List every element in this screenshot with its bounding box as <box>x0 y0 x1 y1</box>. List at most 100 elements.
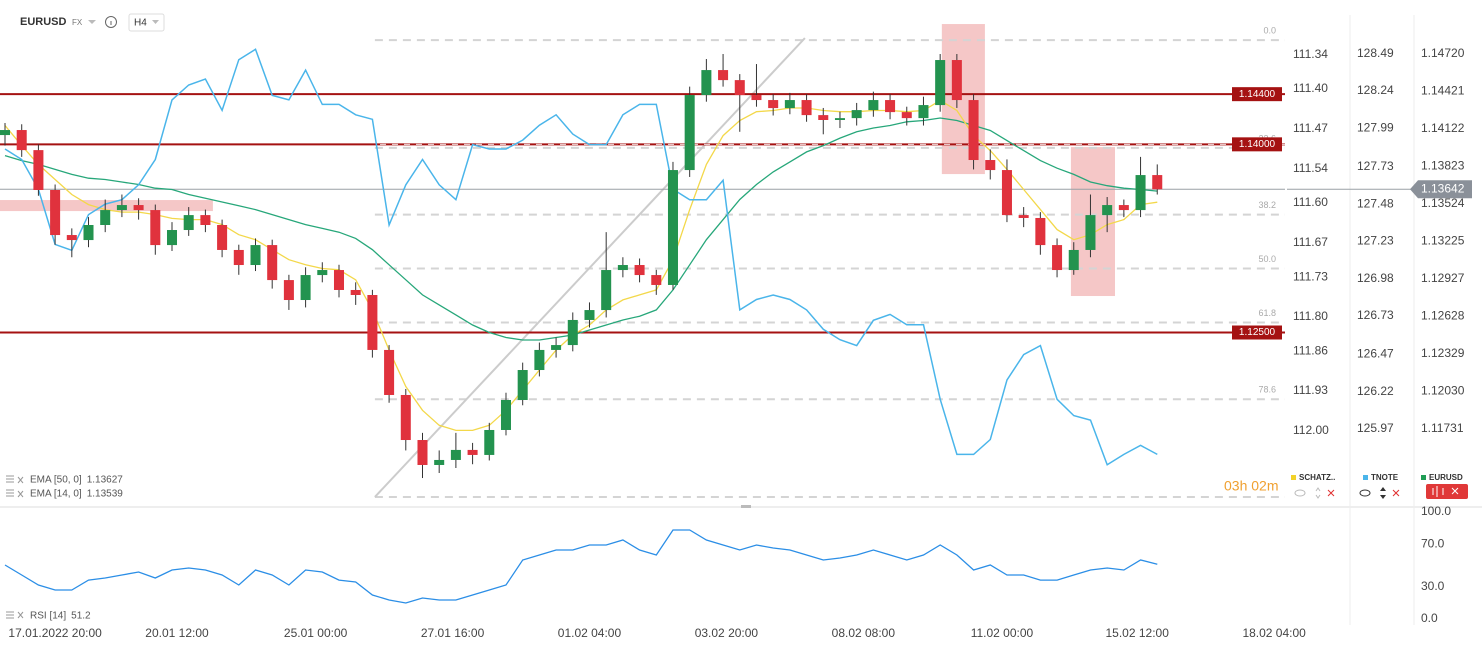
candle-body <box>1118 205 1129 211</box>
y-tick-label: 1.14720 <box>1421 46 1465 60</box>
y-tick-label: 111.54 <box>1293 161 1328 175</box>
candle-body <box>1135 175 1146 211</box>
y-tick-label: 125.97 <box>1357 421 1394 435</box>
ema-value: 1.13539 <box>87 489 124 500</box>
x-tick-label: 18.02 04:00 <box>1242 626 1306 640</box>
eye-icon[interactable] <box>1359 489 1371 497</box>
x-tick-label: 08.02 08:00 <box>832 626 896 640</box>
market: FX <box>72 18 83 27</box>
x-tick-label: 01.02 04:00 <box>558 626 622 640</box>
ema-name: EMA [50, 0] <box>30 475 82 486</box>
rsi-icons <box>6 611 24 619</box>
rsi-tick-label: 70.0 <box>1421 536 1445 550</box>
timeframe-box[interactable] <box>128 13 165 32</box>
candle-body <box>417 440 428 465</box>
y-tick-label: 1.13524 <box>1421 196 1465 210</box>
candle-body <box>434 459 445 465</box>
candle-body <box>16 130 27 151</box>
legend-swatch <box>1421 475 1426 480</box>
candle-body <box>1102 205 1113 216</box>
candle-body <box>1085 215 1096 250</box>
candle-body <box>150 210 161 246</box>
candle-body <box>768 100 779 109</box>
candle-body <box>100 210 111 225</box>
y-tick-label: 111.80 <box>1293 309 1328 323</box>
order-icon[interactable] <box>1380 487 1386 499</box>
y-tick-label: 126.22 <box>1357 384 1394 398</box>
candle-body <box>200 215 211 225</box>
active-controls[interactable] <box>1426 484 1468 499</box>
candle-body <box>1018 215 1029 218</box>
candle-body <box>367 295 378 350</box>
y-tick-label: 111.73 <box>1293 269 1328 283</box>
candle-body <box>233 249 244 266</box>
candle-body <box>818 115 829 120</box>
legend-swatch <box>1291 475 1296 480</box>
candle-body <box>384 349 395 395</box>
y-tick-label: 1.13225 <box>1421 234 1465 248</box>
candle-body <box>333 270 345 290</box>
symbol: EURUSD <box>20 16 67 28</box>
level-label-box <box>1232 87 1282 102</box>
fib-label: 78.6 <box>1258 385 1276 395</box>
ema-name: EMA [14, 0] <box>30 489 82 500</box>
candle-body <box>467 449 478 455</box>
candle-body <box>1068 249 1079 271</box>
y-tick-label: 112.00 <box>1293 423 1329 437</box>
candle-body <box>1035 217 1046 246</box>
candle-body <box>751 95 762 101</box>
y-tick-label: 126.98 <box>1357 271 1394 285</box>
fib-label: 38.2 <box>1258 200 1276 210</box>
trendline <box>374 37 806 498</box>
candle-body <box>734 80 745 96</box>
y-tick-label: 1.14421 <box>1421 84 1465 98</box>
level-label-box <box>1232 137 1282 152</box>
y-tick-label: 127.73 <box>1357 159 1394 173</box>
candle-body <box>701 70 712 96</box>
y-tick-label: 111.34 <box>1293 47 1328 61</box>
pane-handle[interactable] <box>741 505 751 508</box>
candle-body <box>217 225 228 250</box>
candle-body <box>450 449 461 460</box>
candle-body <box>684 95 695 171</box>
ema-icons <box>6 489 24 498</box>
candle-body <box>951 60 962 101</box>
rsi-line <box>4 529 1158 604</box>
candle-body <box>400 394 411 441</box>
x-tick-label: 20.01 12:00 <box>145 626 209 640</box>
candle-body <box>584 310 595 320</box>
dropdown-caret[interactable] <box>88 20 96 24</box>
y-tick-label: 1.12030 <box>1421 384 1465 398</box>
legend-label: EURUSD <box>1429 473 1463 482</box>
remove-icon[interactable] <box>1392 489 1400 497</box>
legend-swatch <box>1363 475 1368 480</box>
candle-body <box>534 349 545 371</box>
eye-icon[interactable] <box>1294 489 1306 497</box>
candle-body <box>868 100 879 111</box>
legend-label: SCHATZ.. <box>1299 473 1335 482</box>
y-tick-label: 111.40 <box>1293 81 1328 95</box>
remove-icon[interactable] <box>1327 489 1335 497</box>
y-tick-label: 126.47 <box>1357 347 1394 361</box>
candle-body <box>968 100 979 161</box>
y-tick-label: 1.12628 <box>1421 309 1465 323</box>
candle-body <box>317 270 328 276</box>
candle-body <box>484 429 495 455</box>
candle-body <box>1001 170 1012 216</box>
x-tick-label: 25.01 00:00 <box>284 626 348 640</box>
price-pane: 0.023.638.250.061.878.61.144001.140001.1… <box>0 24 1285 498</box>
candle-body <box>50 190 61 236</box>
candle-body <box>551 345 562 350</box>
candle-body <box>66 235 77 241</box>
fib-label: 0.0 <box>1263 25 1276 35</box>
y-tick-label: 128.24 <box>1357 83 1394 97</box>
current-price-label: 1.13642 <box>1421 181 1465 195</box>
info-icon[interactable] <box>105 16 117 28</box>
order-icon[interactable] <box>1315 487 1321 499</box>
candle-body <box>567 319 578 346</box>
zone <box>0 200 213 212</box>
rsi-tick-label: 100.0 <box>1421 504 1451 518</box>
candle-body <box>667 170 678 285</box>
